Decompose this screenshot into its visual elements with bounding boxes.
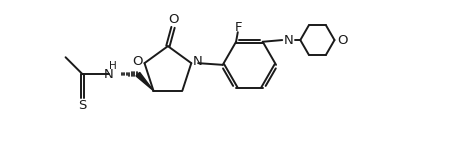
Text: F: F (235, 21, 242, 34)
Text: O: O (168, 13, 179, 26)
Polygon shape (136, 72, 153, 91)
Text: O: O (336, 34, 346, 46)
Text: N: N (192, 55, 202, 68)
Text: N: N (283, 34, 293, 46)
Text: H: H (109, 61, 116, 71)
Text: S: S (78, 99, 87, 112)
Text: O: O (132, 55, 143, 68)
Text: N: N (104, 68, 113, 81)
